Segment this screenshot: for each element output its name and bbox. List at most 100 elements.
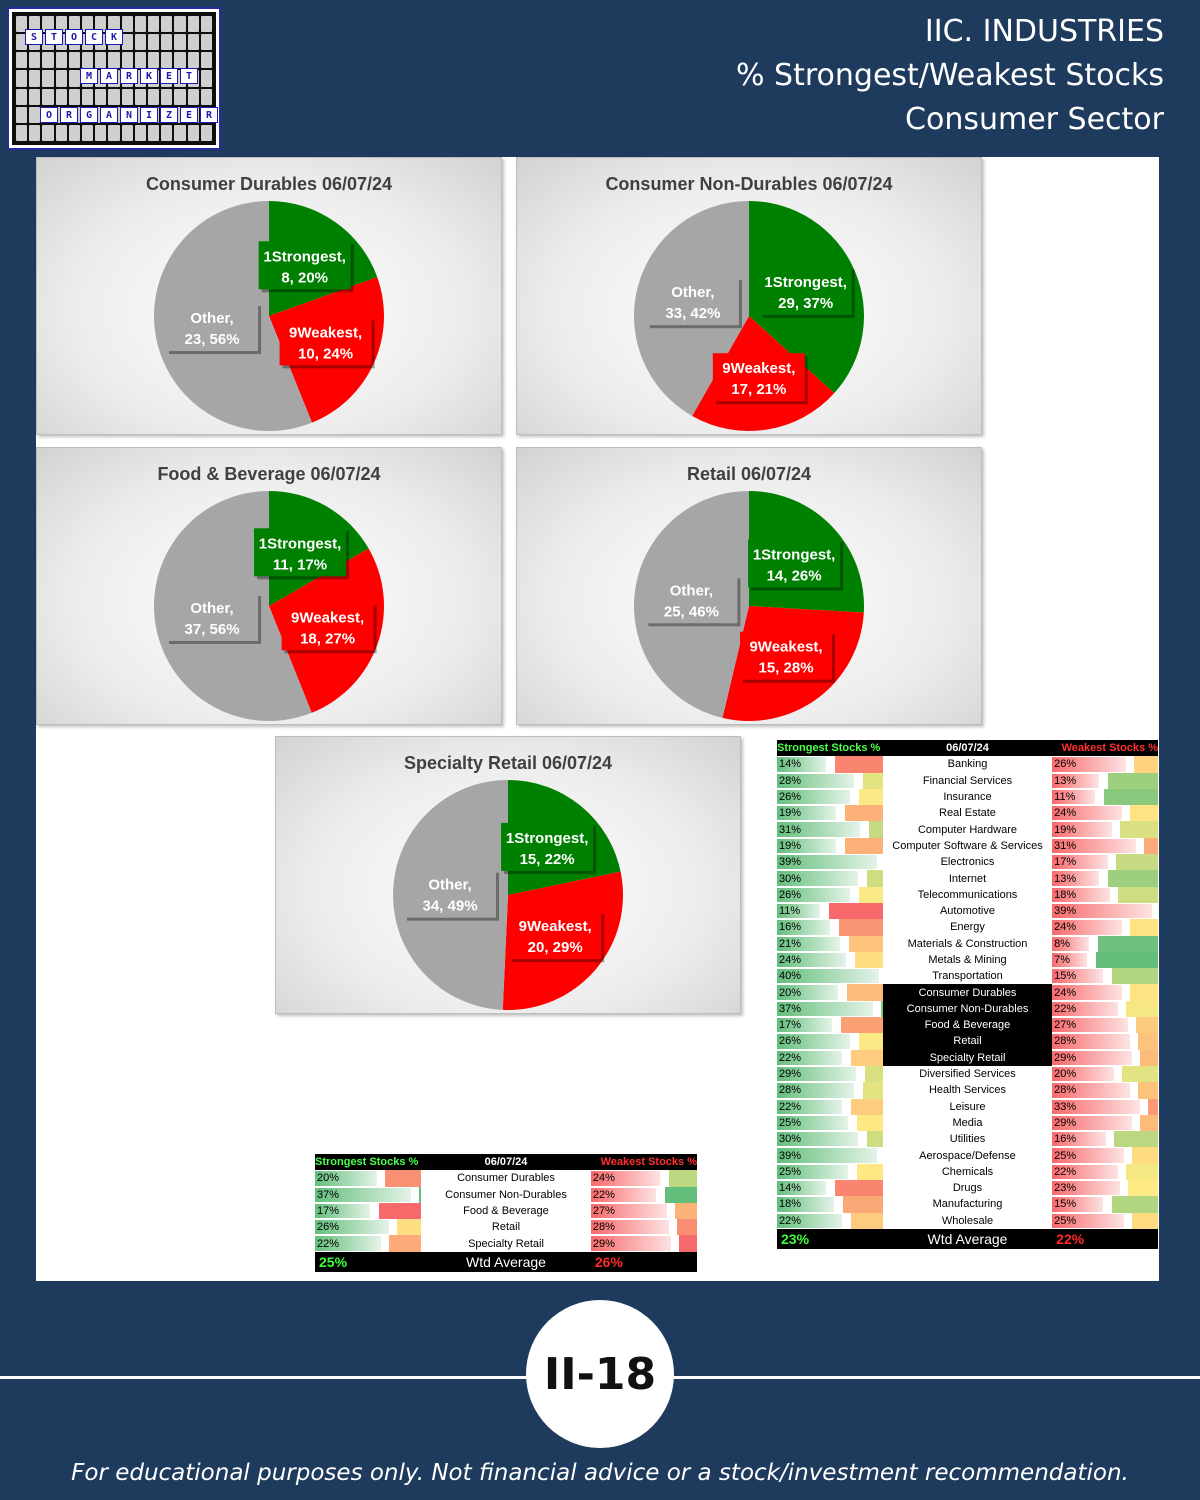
weakest-pct: 13% — [1054, 774, 1077, 787]
weakest-pct: 7% — [1054, 954, 1071, 966]
strongest-pct: 17% — [317, 1205, 340, 1218]
strongest-pct: 16% — [779, 921, 802, 934]
label-box — [740, 631, 833, 680]
strongest-cell: 25% — [777, 1163, 883, 1181]
wtd-average-weakest: 22% — [1052, 1228, 1158, 1249]
weakest-pct: 22% — [1054, 1002, 1077, 1015]
strongest-cell: 30% — [777, 1131, 883, 1148]
strongest-pct: 18% — [779, 1198, 802, 1211]
label-box — [501, 822, 594, 871]
table-row: 30% Internet 13% — [777, 870, 1158, 887]
header-strongest: Strongest Stocks % — [777, 740, 883, 757]
table-row: 21% Materials & Construction 8% — [777, 935, 1158, 952]
wtd-average-label: Wtd Average — [421, 1251, 591, 1272]
logo-letter: A — [100, 68, 118, 84]
table-row: 18% Manufacturing 15% — [777, 1196, 1158, 1213]
industry-name: Health Services — [882, 1082, 1053, 1099]
strongest-pct: 17% — [779, 1019, 802, 1032]
slice-label-value: 29, 37% — [778, 295, 833, 312]
weakest-cell: 39% — [1052, 902, 1158, 920]
weakest-cell: 24% — [1052, 984, 1158, 1001]
slice-label-name: 1Strongest, — [753, 546, 836, 563]
strongest-pct: 22% — [779, 1051, 802, 1064]
strongest-cell: 19% — [777, 837, 883, 855]
weakest-cell: 27% — [1052, 1017, 1158, 1034]
logo-letter: I — [140, 107, 158, 123]
weakest-cell: 22% — [1052, 1163, 1158, 1181]
table-row: 28% Financial Services 13% — [777, 772, 1158, 789]
industry-name: Energy — [882, 919, 1053, 936]
weakest-pct: 8% — [1054, 937, 1071, 950]
strongest-cell: 20% — [315, 1170, 422, 1187]
strongest-pct: 37% — [317, 1188, 340, 1201]
weakest-cell: 22% — [1052, 1000, 1158, 1018]
strongest-cell: 31% — [777, 821, 883, 838]
weakest-cell: 11% — [1052, 788, 1158, 806]
weakest-cell: 15% — [1052, 968, 1158, 985]
strongest-pct: 14% — [779, 1182, 802, 1195]
slice-label-name: 9Weakest, — [722, 360, 795, 377]
pie-svg: 1Strongest, 14, 26% 9Weakest, 15, 28% Other,… — [634, 491, 864, 721]
industry-name: Specialty Retail — [421, 1235, 591, 1252]
chart-title: Retail 06/07/24 — [686, 464, 812, 484]
logo-letter: C — [85, 29, 103, 45]
weakest-cell: 8% — [1052, 935, 1158, 952]
strongest-cell: 18% — [777, 1196, 883, 1213]
header-date: 06/07/24 — [421, 1154, 591, 1171]
strongest-pct: 14% — [779, 758, 802, 771]
weakest-cell: 25% — [1052, 1147, 1158, 1164]
slice-label-value: 17, 21% — [731, 381, 786, 398]
chart-title: Specialty Retail 06/07/24 — [403, 753, 613, 773]
industry-name: Insurance — [882, 788, 1053, 806]
page-number-badge: II-18 — [526, 1300, 674, 1448]
industry-name: Consumer Non-Durables — [421, 1186, 591, 1203]
header-line-2: % Strongest/Weakest Stocks — [736, 58, 1164, 93]
logo-letter: R — [200, 107, 218, 123]
wtd-average-strongest: 25% — [315, 1251, 422, 1272]
industry-name: Retail — [421, 1219, 591, 1236]
industry-name: Utilities — [882, 1131, 1053, 1148]
table-row: 37% Consumer Non-Durables 22% — [315, 1186, 697, 1203]
weakest-cell: 23% — [1052, 1180, 1158, 1197]
table-row: 17% Food & Beverage 27% — [777, 1017, 1158, 1034]
industry-name: Leisure — [882, 1098, 1053, 1115]
weakest-pct: 11% — [1054, 791, 1076, 804]
strongest-pct: 21% — [779, 937, 802, 950]
slice-label-value: 18, 27% — [300, 630, 355, 647]
slice-label-name: 9Weakest, — [749, 639, 822, 656]
industry-name: Manufacturing — [882, 1196, 1053, 1213]
table-row: 28% Health Services 28% — [777, 1082, 1158, 1099]
strongest-cell: 20% — [777, 984, 883, 1001]
strongest-pct: 40% — [779, 970, 802, 983]
wtd-average-strongest: 23% — [777, 1228, 883, 1249]
page-number: II-18 — [543, 1348, 657, 1400]
strongest-pct: 22% — [779, 1214, 802, 1227]
weakest-pct: 18% — [1054, 888, 1077, 901]
industry-name: Internet — [882, 870, 1053, 887]
table-row: 16% Energy 24% — [777, 919, 1158, 936]
strongest-pct: 30% — [779, 872, 802, 885]
strongest-cell: 22% — [777, 1212, 883, 1229]
strongest-cell: 25% — [777, 1114, 883, 1132]
strongest-pct: 22% — [779, 1100, 802, 1113]
weakest-pct: 28% — [1054, 1035, 1077, 1048]
weakest-pct: 28% — [592, 1221, 615, 1234]
weakest-cell: 18% — [1052, 886, 1158, 903]
pie-chart-consumer-non-durables: 1Strongest, 29, 37% 9Weakest, 17, 21% Other,… — [516, 157, 982, 435]
table-row: 20% Consumer Durables 24% — [777, 984, 1158, 1001]
weakest-cell: 24% — [590, 1170, 697, 1187]
weakest-pct: 24% — [1054, 921, 1077, 934]
table-row: 30% Utilities 16% — [777, 1131, 1158, 1148]
strongest-cell: 14% — [777, 756, 883, 773]
strongest-cell: 37% — [777, 1000, 883, 1018]
logo-letter: O — [65, 29, 83, 45]
weakest-cell: 25% — [1052, 1212, 1158, 1229]
label-box — [748, 539, 841, 588]
label-box — [509, 911, 602, 960]
logo-letter: R — [120, 68, 138, 84]
logo-letter: Z — [160, 107, 178, 123]
weakest-cell: 13% — [1052, 772, 1158, 789]
strongest-cell: 22% — [315, 1235, 422, 1252]
